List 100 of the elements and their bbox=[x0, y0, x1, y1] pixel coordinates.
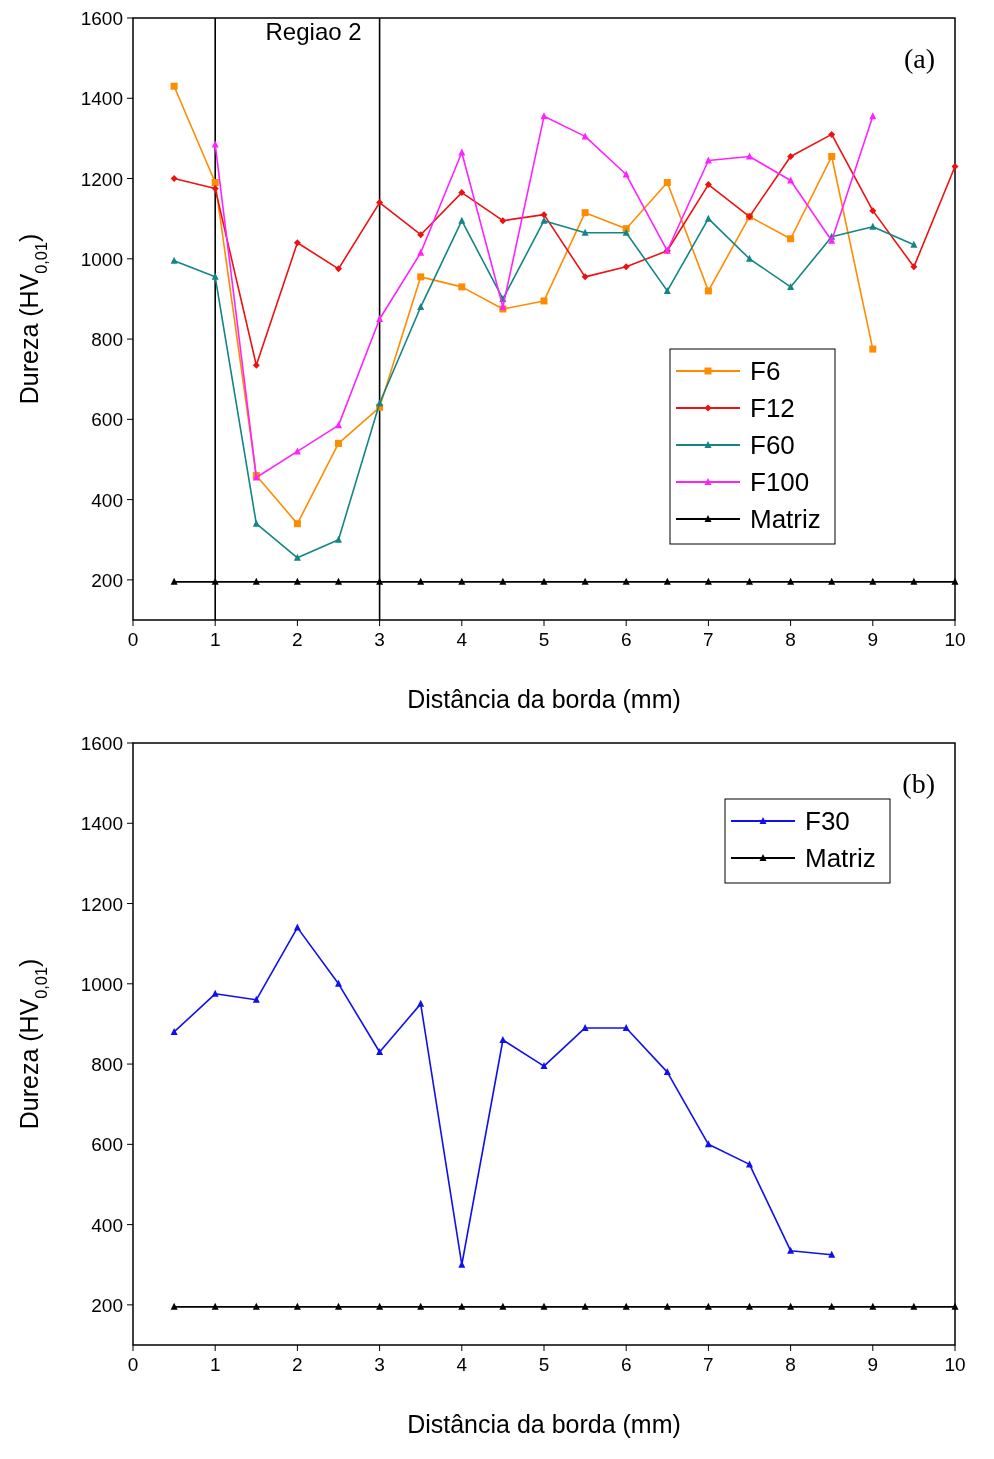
x-tick-label: 0 bbox=[127, 1354, 139, 1375]
x-tick-label: 5 bbox=[538, 1354, 550, 1375]
point bbox=[417, 248, 425, 256]
y-tick-label: 200 bbox=[91, 1294, 123, 1316]
point bbox=[663, 577, 671, 585]
point bbox=[704, 577, 712, 585]
point bbox=[293, 553, 301, 561]
x-tick-label: 9 bbox=[867, 1354, 879, 1375]
y-tick-label: 600 bbox=[91, 409, 123, 431]
point bbox=[746, 152, 753, 160]
point bbox=[704, 214, 712, 222]
point bbox=[252, 519, 260, 527]
point bbox=[170, 175, 178, 183]
x-tick-label: 10 bbox=[944, 1354, 966, 1375]
y-tick-label: 600 bbox=[91, 1134, 123, 1156]
point bbox=[376, 315, 384, 322]
legend-label: F100 bbox=[750, 467, 810, 497]
point bbox=[622, 1302, 630, 1310]
x-tick-label: 10 bbox=[944, 629, 966, 650]
y-tick-label: 800 bbox=[91, 1054, 123, 1076]
point bbox=[663, 179, 671, 187]
point bbox=[581, 1302, 589, 1310]
x-tick-label: 9 bbox=[867, 629, 879, 650]
point bbox=[170, 1302, 178, 1310]
point bbox=[211, 185, 219, 193]
point bbox=[581, 228, 589, 236]
point bbox=[499, 577, 507, 585]
point bbox=[540, 211, 548, 219]
point bbox=[335, 265, 342, 273]
point bbox=[211, 179, 219, 187]
point bbox=[293, 923, 301, 931]
point bbox=[540, 1302, 548, 1310]
point bbox=[376, 1302, 384, 1310]
x-tick-label: 2 bbox=[292, 629, 303, 650]
point bbox=[417, 302, 425, 310]
point bbox=[417, 1302, 425, 1310]
point bbox=[581, 577, 589, 585]
x-tick-label: 1 bbox=[209, 629, 221, 650]
legend-label: F6 bbox=[750, 356, 781, 386]
y-tick-label: 1200 bbox=[80, 168, 123, 190]
point bbox=[458, 189, 466, 197]
point bbox=[622, 263, 630, 271]
x-tick-label: 6 bbox=[620, 629, 632, 650]
point bbox=[293, 239, 301, 247]
point bbox=[746, 254, 753, 262]
x-tick-label: 3 bbox=[374, 1354, 385, 1375]
point bbox=[746, 1160, 753, 1168]
point bbox=[869, 345, 877, 353]
x-tick-label: 7 bbox=[703, 1354, 714, 1375]
point bbox=[951, 162, 959, 170]
legend-label: Matriz bbox=[805, 843, 876, 873]
point bbox=[910, 263, 918, 271]
point bbox=[376, 577, 384, 585]
y-tick-label: 1000 bbox=[80, 973, 123, 995]
point bbox=[663, 1302, 671, 1310]
point bbox=[910, 240, 918, 248]
point bbox=[787, 235, 795, 243]
point bbox=[869, 222, 877, 230]
point bbox=[704, 181, 712, 189]
point bbox=[787, 282, 795, 290]
point bbox=[951, 1302, 959, 1310]
point bbox=[293, 1302, 301, 1310]
point bbox=[252, 1302, 260, 1310]
point bbox=[828, 1302, 836, 1310]
point bbox=[581, 209, 589, 217]
point bbox=[787, 1246, 795, 1254]
point bbox=[828, 577, 836, 585]
point bbox=[417, 231, 425, 239]
point bbox=[335, 421, 342, 429]
point bbox=[335, 979, 342, 987]
y-tick-label: 400 bbox=[91, 1214, 123, 1236]
point bbox=[910, 577, 918, 585]
point bbox=[335, 577, 342, 585]
point bbox=[828, 1250, 836, 1258]
point bbox=[787, 577, 795, 585]
point bbox=[540, 1062, 548, 1070]
y-tick-label: 1600 bbox=[80, 8, 123, 29]
point bbox=[417, 999, 425, 1007]
point bbox=[211, 989, 219, 997]
point bbox=[787, 1302, 795, 1310]
point bbox=[211, 577, 219, 585]
point bbox=[211, 1302, 219, 1310]
point bbox=[458, 283, 466, 291]
point bbox=[787, 176, 795, 184]
x-tick-label: 8 bbox=[785, 629, 796, 650]
point bbox=[211, 272, 219, 280]
point bbox=[335, 1302, 342, 1310]
x-tick-label: 6 bbox=[620, 1354, 632, 1375]
point bbox=[787, 152, 795, 160]
point bbox=[540, 297, 548, 305]
point bbox=[458, 216, 466, 224]
legend-label: F12 bbox=[750, 393, 795, 423]
y-tick-label: 200 bbox=[91, 569, 123, 591]
point bbox=[293, 520, 301, 528]
point bbox=[252, 577, 260, 585]
y-tick-label: 1400 bbox=[80, 813, 123, 835]
point bbox=[376, 1048, 384, 1056]
point bbox=[663, 286, 671, 294]
point bbox=[252, 361, 260, 369]
x-axis-title: Distância da borda (mm) bbox=[407, 1410, 681, 1438]
